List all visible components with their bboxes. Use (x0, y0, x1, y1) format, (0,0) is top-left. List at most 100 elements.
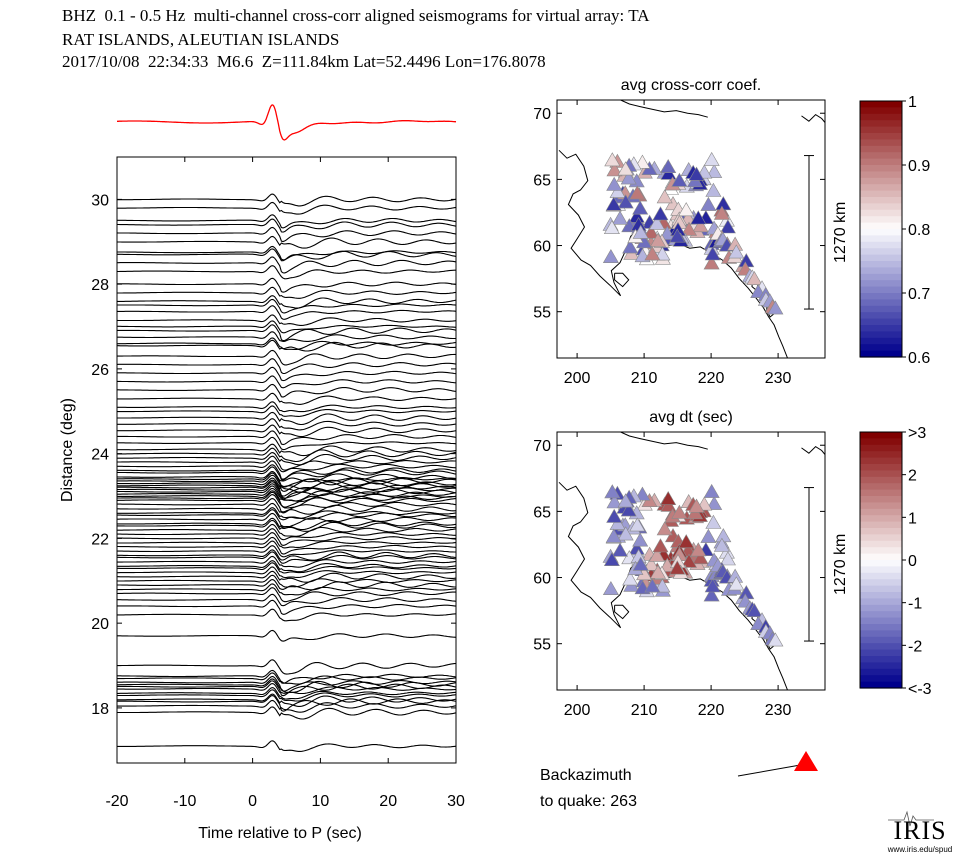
seismogram-trace (117, 305, 456, 320)
seismogram-trace (117, 214, 456, 229)
seismogram-trace (117, 545, 456, 558)
colorbar-segment (860, 656, 902, 663)
station-triangle (603, 551, 620, 566)
station-triangle (622, 239, 639, 254)
map-title: avg dt (sec) (649, 409, 733, 426)
station-triangle (671, 504, 688, 519)
colorbar-segment (860, 432, 902, 439)
map-x-tick-label: 210 (631, 370, 658, 387)
seismogram-trace (117, 471, 456, 483)
coastline (620, 432, 708, 450)
record-section-frame (116, 156, 457, 764)
seismogram-trace (117, 324, 456, 342)
colorbar-segment (860, 107, 902, 115)
station-triangle (678, 202, 695, 217)
cross-corr-map: 200 210 220 230 55 60 65 70 1270 km 1 0.9 0.8 0.7 0.6… (533, 77, 930, 387)
colorbar-segment (860, 241, 902, 249)
map-y-tick-label: 55 (533, 305, 551, 322)
seismogram-trace (117, 695, 456, 712)
y-axis-label: Distance (deg) (59, 398, 76, 502)
station-triangle (644, 578, 661, 593)
seismogram-trace (117, 672, 456, 685)
station-triangle (705, 182, 722, 197)
colorbar-segment (860, 152, 902, 160)
colorbar-segment (860, 177, 902, 185)
station-triangle (690, 542, 707, 557)
backazimuth-triangle-icon (794, 751, 818, 771)
seismogram-trace (117, 587, 456, 603)
seismogram-trace (117, 443, 456, 457)
seismogram-trace (117, 680, 456, 697)
seismogram-trace (117, 366, 456, 382)
seismogram-trace (117, 532, 456, 546)
backazimuth-panel: Backazimuth to quake: 263 (540, 751, 818, 810)
station-triangle (746, 270, 763, 285)
station-triangle (620, 170, 637, 185)
seismogram-trace (117, 314, 456, 326)
seismogram-trace (117, 424, 456, 438)
seismogram-trace (117, 491, 456, 508)
map-x-tick-label: 220 (698, 702, 725, 719)
seismogram-trace (117, 401, 456, 413)
station-triangle (611, 210, 629, 225)
seismogram-trace (117, 669, 456, 684)
station-triangle (632, 532, 649, 547)
map-y-tick-label: 70 (533, 106, 551, 123)
colorbar-segment (860, 158, 902, 166)
colorbar-segment (860, 643, 902, 651)
station-triangle (632, 200, 649, 215)
colorbar-segment (860, 630, 902, 638)
station-triangle (602, 580, 619, 595)
colorbar-segment (860, 451, 902, 459)
colorbar-segment (860, 139, 902, 147)
colorbar-segment (860, 113, 902, 121)
map-y-tick-label: 60 (533, 571, 551, 588)
station-triangle (700, 528, 717, 543)
seismogram-trace (117, 436, 456, 451)
seismogram-trace (117, 523, 456, 537)
station-triangle (715, 528, 732, 543)
station-triangle (652, 538, 669, 553)
station-triangle (705, 514, 722, 529)
station-triangle (692, 217, 709, 233)
seismogram-trace (117, 583, 456, 596)
header-line-1: BHZ 0.1 - 0.5 Hz multi-channel cross-cor… (62, 6, 650, 25)
map-y-tick-label: 65 (533, 504, 551, 521)
seismogram-trace (117, 562, 456, 574)
station-triangle (609, 515, 626, 530)
iris-logo-seismogram-icon (888, 810, 934, 827)
colorbar-segment (860, 624, 902, 631)
station-triangle (652, 206, 669, 221)
colorbar-segment (860, 248, 902, 256)
seismogram-trace (117, 574, 456, 588)
station-triangle (656, 521, 673, 536)
seismogram-trace (117, 226, 456, 243)
seismogram-trace (117, 509, 456, 521)
station-triangle (706, 495, 723, 510)
seismogram-trace (117, 502, 456, 515)
station-triangle (728, 576, 745, 591)
seismogram-trace (117, 549, 456, 561)
x-tick-label: -10 (173, 793, 196, 810)
seismogram-trace (117, 536, 456, 549)
station-triangle (622, 571, 639, 586)
colorbar-segment (860, 197, 902, 204)
seismogram-trace (117, 659, 456, 675)
coastline (801, 445, 825, 455)
seismogram-trace (117, 277, 456, 293)
colorbar-segment (860, 216, 902, 224)
seismogram-trace (117, 411, 456, 426)
colorbar-tick-label: 1 (908, 510, 917, 527)
y-tick-label: 30 (91, 192, 109, 209)
seismogram-trace (117, 555, 456, 568)
colorbar-segment (860, 560, 902, 567)
station-triangle (703, 255, 720, 270)
colorbar-segment (860, 547, 902, 555)
station-triangle (654, 246, 671, 261)
station-triangle (660, 158, 677, 173)
record-section-plot: -20 -10 0 10 20 30 18 20 22 24 26 28 30 Time relative… (59, 104, 465, 842)
colorbar-segment (860, 668, 902, 676)
station-triangle (617, 493, 634, 508)
colorbar-segment (860, 572, 902, 580)
colorbar-segment (860, 318, 902, 326)
